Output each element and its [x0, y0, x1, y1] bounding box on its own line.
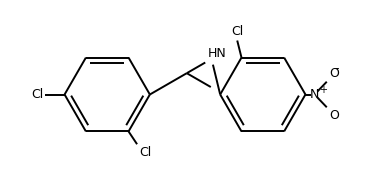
Text: +: +	[319, 85, 327, 95]
Text: HN: HN	[208, 47, 226, 60]
Text: Cl: Cl	[31, 88, 43, 101]
Text: Cl: Cl	[231, 25, 243, 38]
Text: O: O	[329, 109, 339, 122]
Text: N: N	[309, 88, 319, 101]
Text: O: O	[329, 67, 339, 80]
Text: -: -	[335, 62, 339, 75]
Text: Cl: Cl	[139, 146, 151, 159]
